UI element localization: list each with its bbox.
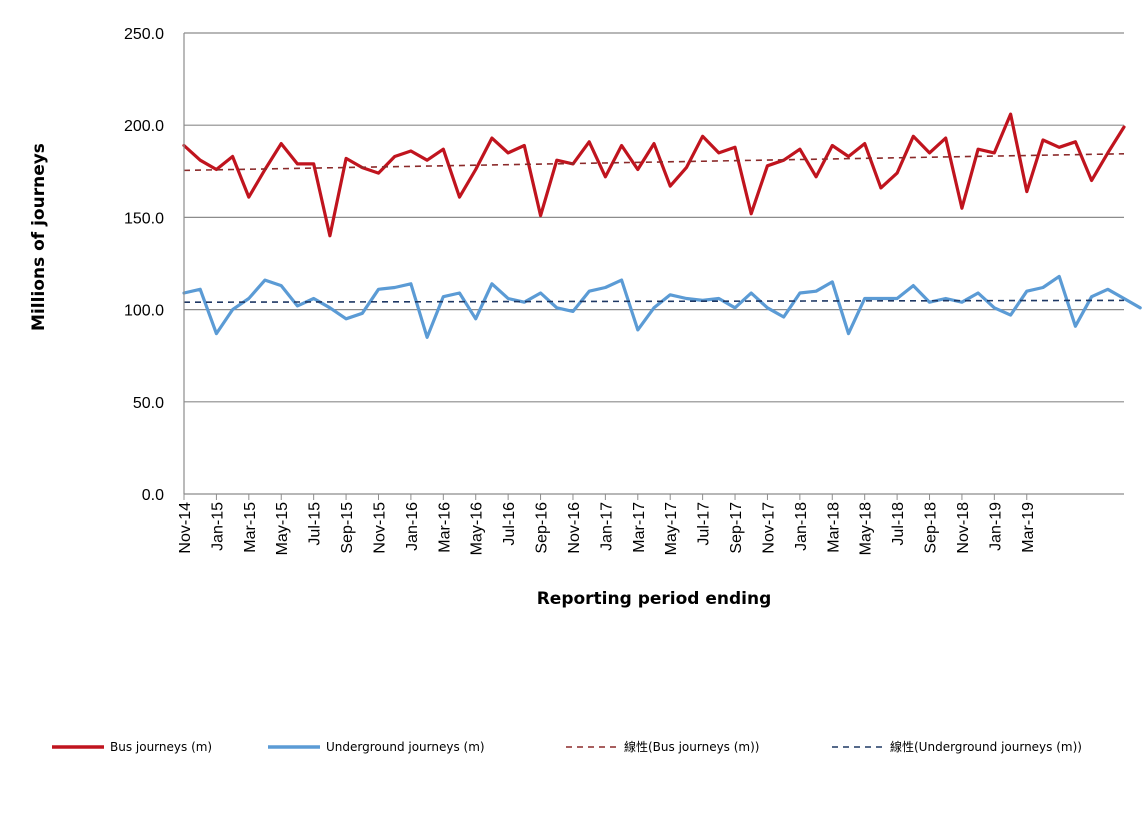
x-tick-label: Mar-15 [242, 502, 259, 553]
grid-lines [184, 32, 1124, 403]
x-tick-label: Nov-16 [566, 502, 583, 554]
x-tick-label: Nov-17 [760, 502, 777, 554]
x-tick-label: Sep-17 [728, 502, 745, 554]
x-tick-label: Mar-16 [436, 502, 453, 553]
x-tick-label: Sep-18 [923, 502, 940, 554]
y-tick-labels: 0.0 50.0 100.0 150.0 200.0 250.0 [124, 26, 164, 504]
x-tick-label: Jan-16 [404, 502, 421, 551]
x-tick-label: Jan-19 [987, 502, 1004, 551]
series-lines [182, 112, 1142, 339]
series-line-1 [182, 274, 1142, 339]
legend-label: Underground journeys (m) [326, 740, 485, 754]
x-tick-label: Jul-17 [696, 502, 713, 546]
x-tick-label: May-18 [858, 502, 875, 555]
x-tick-label: Jan-15 [209, 502, 226, 551]
x-tick-labels: Nov-14 Jan-15 Mar-15 May-15 Jul-15 Sep-15 Nov-… [177, 502, 1037, 555]
x-tick-label: May-17 [663, 502, 680, 555]
y-tick-label: 150.0 [124, 210, 164, 227]
x-tick-label: May-15 [274, 502, 291, 555]
x-tick-label: Mar-18 [825, 502, 842, 553]
legend-label: 線性(Underground journeys (m)) [890, 739, 1082, 754]
trendline-3 [183, 299, 1125, 304]
axes [183, 33, 1124, 500]
y-tick-label: 0.0 [142, 487, 164, 504]
x-tick-label: Jan-18 [793, 502, 810, 551]
x-tick-label: Jul-18 [890, 502, 907, 546]
legend: Bus journeys (m) Underground journeys (m)… [52, 739, 1082, 754]
series-line-0 [182, 112, 1126, 238]
x-tick-label: May-16 [469, 502, 486, 555]
x-tick-label: Mar-19 [1020, 502, 1037, 553]
x-tick-label: Nov-18 [955, 502, 972, 554]
legend-label: 線性(Bus journeys (m)) [624, 739, 759, 754]
x-tick-label: Mar-17 [631, 502, 648, 553]
y-tick-label: 250.0 [124, 26, 164, 43]
x-tick-label: Nov-14 [177, 502, 194, 554]
x-tick-label: Jul-16 [501, 502, 518, 546]
x-tick-label: Jul-15 [307, 502, 324, 546]
x-tick-label: Jan-17 [598, 502, 615, 551]
legend-label: Bus journeys (m) [110, 740, 212, 754]
x-tick-label: Sep-16 [534, 502, 551, 554]
x-tick-label: Nov-15 [371, 502, 388, 554]
y-axis-title: Millions of journeys [29, 143, 49, 331]
trendline-2 [183, 152, 1125, 172]
y-tick-label: 100.0 [124, 303, 164, 320]
x-tick-label: Sep-15 [339, 502, 356, 554]
x-axis-title: Reporting period ending [537, 589, 772, 609]
y-tick-label: 200.0 [124, 118, 164, 135]
y-tick-label: 50.0 [133, 395, 164, 412]
